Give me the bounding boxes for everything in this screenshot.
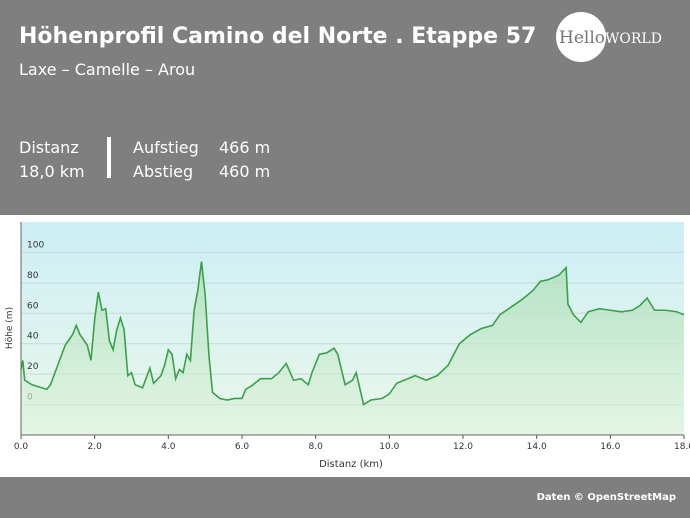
x-axis-title: Distanz (km): [319, 459, 383, 470]
x-tick-label: 18.0: [674, 442, 690, 452]
stat-value: 466 m: [219, 138, 271, 157]
stat: Distanz 18,0 km: [19, 136, 85, 184]
divider: [107, 137, 111, 178]
x-tick-label: 6.0: [235, 442, 250, 452]
stat-label: Abstieg: [133, 162, 194, 181]
x-tick-label: 4.0: [161, 442, 176, 452]
y-tick-label: 40: [27, 332, 39, 342]
x-tick-label: 8.0: [309, 442, 324, 452]
y-tick-label: 20: [27, 362, 39, 372]
area: [21, 261, 684, 435]
x-tick-label: 0.0: [14, 442, 29, 452]
chart: Höhe (m) Distanz (km) 0204060801000.02.0…: [0, 215, 690, 477]
y-tick-label: 100: [27, 240, 44, 250]
x-tick-label: 14.0: [527, 442, 547, 452]
y-tick-label: 80: [27, 271, 39, 281]
stat-value: 18,0 km: [19, 162, 85, 181]
logo-text: WORLD: [605, 31, 662, 47]
footer: Daten © OpenStreetMap: [536, 492, 676, 503]
stat: Aufstieg Abstieg: [133, 136, 199, 184]
stat-label: Aufstieg: [133, 138, 199, 157]
y-tick-label: 60: [27, 301, 39, 311]
x-tick-label: 16.0: [600, 442, 620, 452]
stat-label: Distanz: [19, 138, 79, 157]
logo-circle: [556, 12, 606, 62]
logo-text: Hello: [559, 28, 605, 48]
subtitle: Laxe – Camelle – Arou: [19, 60, 196, 79]
stat: 466 m 460 m: [219, 136, 270, 184]
logo: HelloWORLD: [559, 28, 662, 48]
x-tick-label: 2.0: [88, 442, 103, 452]
x-tick-label: 10.0: [379, 442, 399, 452]
title: Höhenprofil Camino del Norte . Etappe 57: [19, 24, 537, 49]
y-axis-title: Höhe (m): [5, 307, 15, 349]
line: [20, 261, 685, 406]
x-tick-label: 12.0: [453, 442, 473, 452]
stat-value: 460 m: [219, 162, 271, 181]
